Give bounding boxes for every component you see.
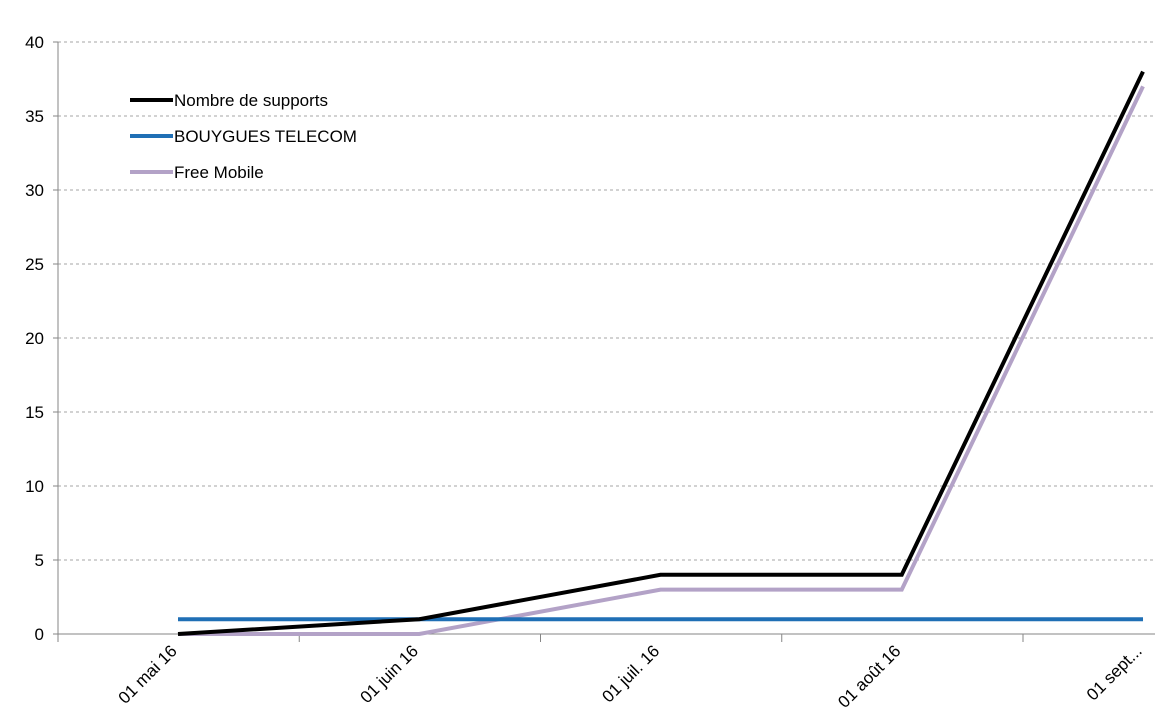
legend-label: Free Mobile — [174, 163, 264, 182]
legend-label: BOUYGUES TELECOM — [174, 127, 357, 146]
y-tick-label: 15 — [25, 403, 44, 422]
y-tick-label: 25 — [25, 255, 44, 274]
x-tick-label: 01 sept... — [1083, 641, 1146, 704]
x-tick-label: 01 juil. 16 — [598, 641, 663, 706]
y-tick-label: 0 — [35, 625, 44, 644]
y-tick-label: 30 — [25, 181, 44, 200]
y-tick-label: 40 — [25, 33, 44, 52]
y-tick-label: 35 — [25, 107, 44, 126]
series-lines — [177, 70, 1145, 636]
x-tick-label: 01 mai 16 — [115, 641, 181, 707]
series-line-0 — [177, 70, 1145, 636]
series-line-2 — [178, 85, 1145, 636]
legend-label: Nombre de supports — [174, 91, 328, 110]
legend: Nombre de supports BOUYGUES TELECOM Free M… — [130, 91, 357, 182]
grid-lines — [58, 41, 1155, 561]
x-tick-label: 01 août 16 — [834, 641, 904, 711]
y-tick-label: 20 — [25, 329, 44, 348]
y-tick-label: 5 — [35, 551, 44, 570]
y-tick-label: 10 — [25, 477, 44, 496]
x-tick-label: 01 juin 16 — [357, 641, 423, 707]
